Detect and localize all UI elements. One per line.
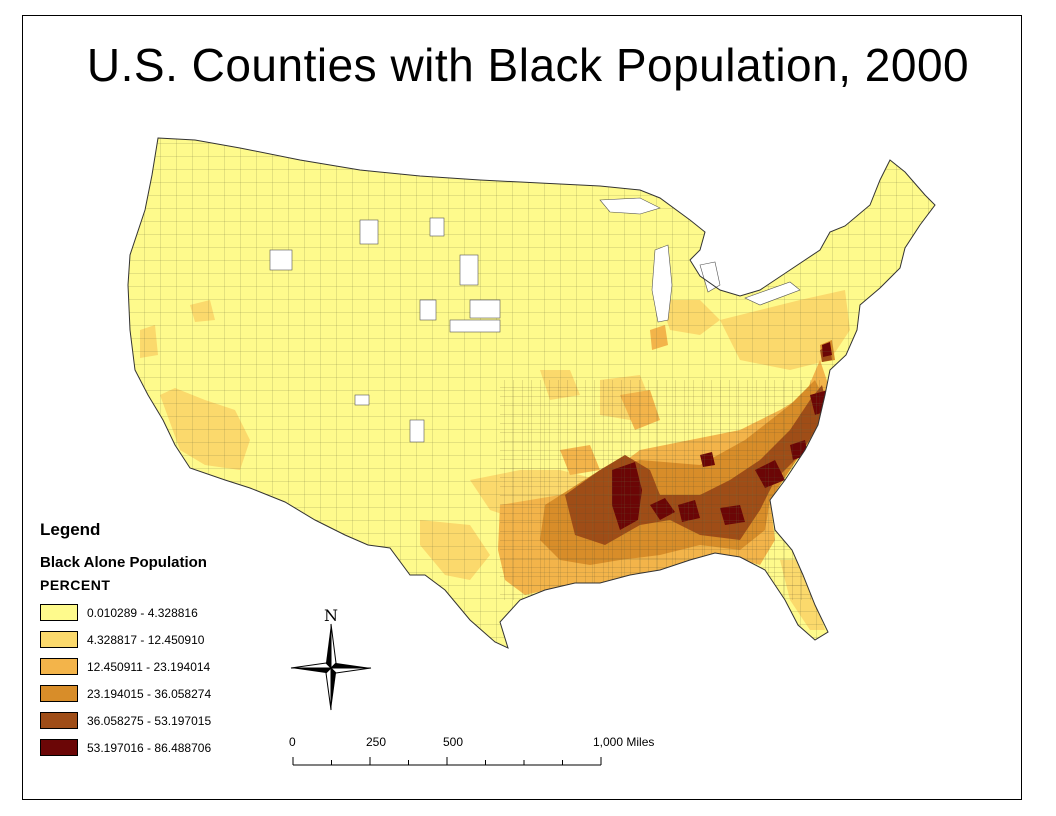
legend-class-label: 53.197016 - 86.488706 (87, 740, 212, 755)
scale-bar: 0 250 500 1,000 Miles (285, 735, 665, 775)
north-arrow-icon: N (288, 606, 374, 712)
legend-title: Legend (40, 520, 101, 539)
map-title: U.S. Counties with Black Population, 200… (86, 39, 970, 91)
scale-label: 250 (366, 735, 387, 749)
legend-class-row: 12.450911 - 23.194014 (40, 653, 300, 680)
legend-field-name: PERCENT (40, 577, 111, 593)
legend-swatch (40, 604, 78, 621)
legend-swatch (40, 658, 78, 675)
legend-swatch (40, 712, 78, 729)
scale-label: 1,000 Miles (593, 735, 655, 749)
map-legend: Legend Black Alone Population PERCENT 0.… (40, 520, 300, 761)
legend-class-row: 4.328817 - 12.450910 (40, 626, 300, 653)
legend-class-label: 0.010289 - 4.328816 (87, 605, 198, 620)
scale-label: 0 (289, 735, 296, 749)
legend-swatch (40, 685, 78, 702)
legend-swatch (40, 739, 78, 756)
legend-class-row: 0.010289 - 4.328816 (40, 599, 300, 626)
legend-class-row: 36.058275 - 53.197015 (40, 707, 300, 734)
legend-class-row: 53.197016 - 86.488706 (40, 734, 300, 761)
legend-class-label: 4.328817 - 12.450910 (87, 632, 205, 647)
legend-layer-name: Black Alone Population (40, 554, 207, 571)
legend-swatch (40, 631, 78, 648)
scale-label: 500 (443, 735, 464, 749)
legend-class-label: 12.450911 - 23.194014 (87, 659, 211, 674)
legend-class-label: 23.194015 - 36.058274 (87, 686, 212, 701)
legend-class-label: 36.058275 - 53.197015 (87, 713, 212, 728)
legend-class-row: 23.194015 - 36.058274 (40, 680, 300, 707)
north-letter: N (324, 606, 338, 625)
